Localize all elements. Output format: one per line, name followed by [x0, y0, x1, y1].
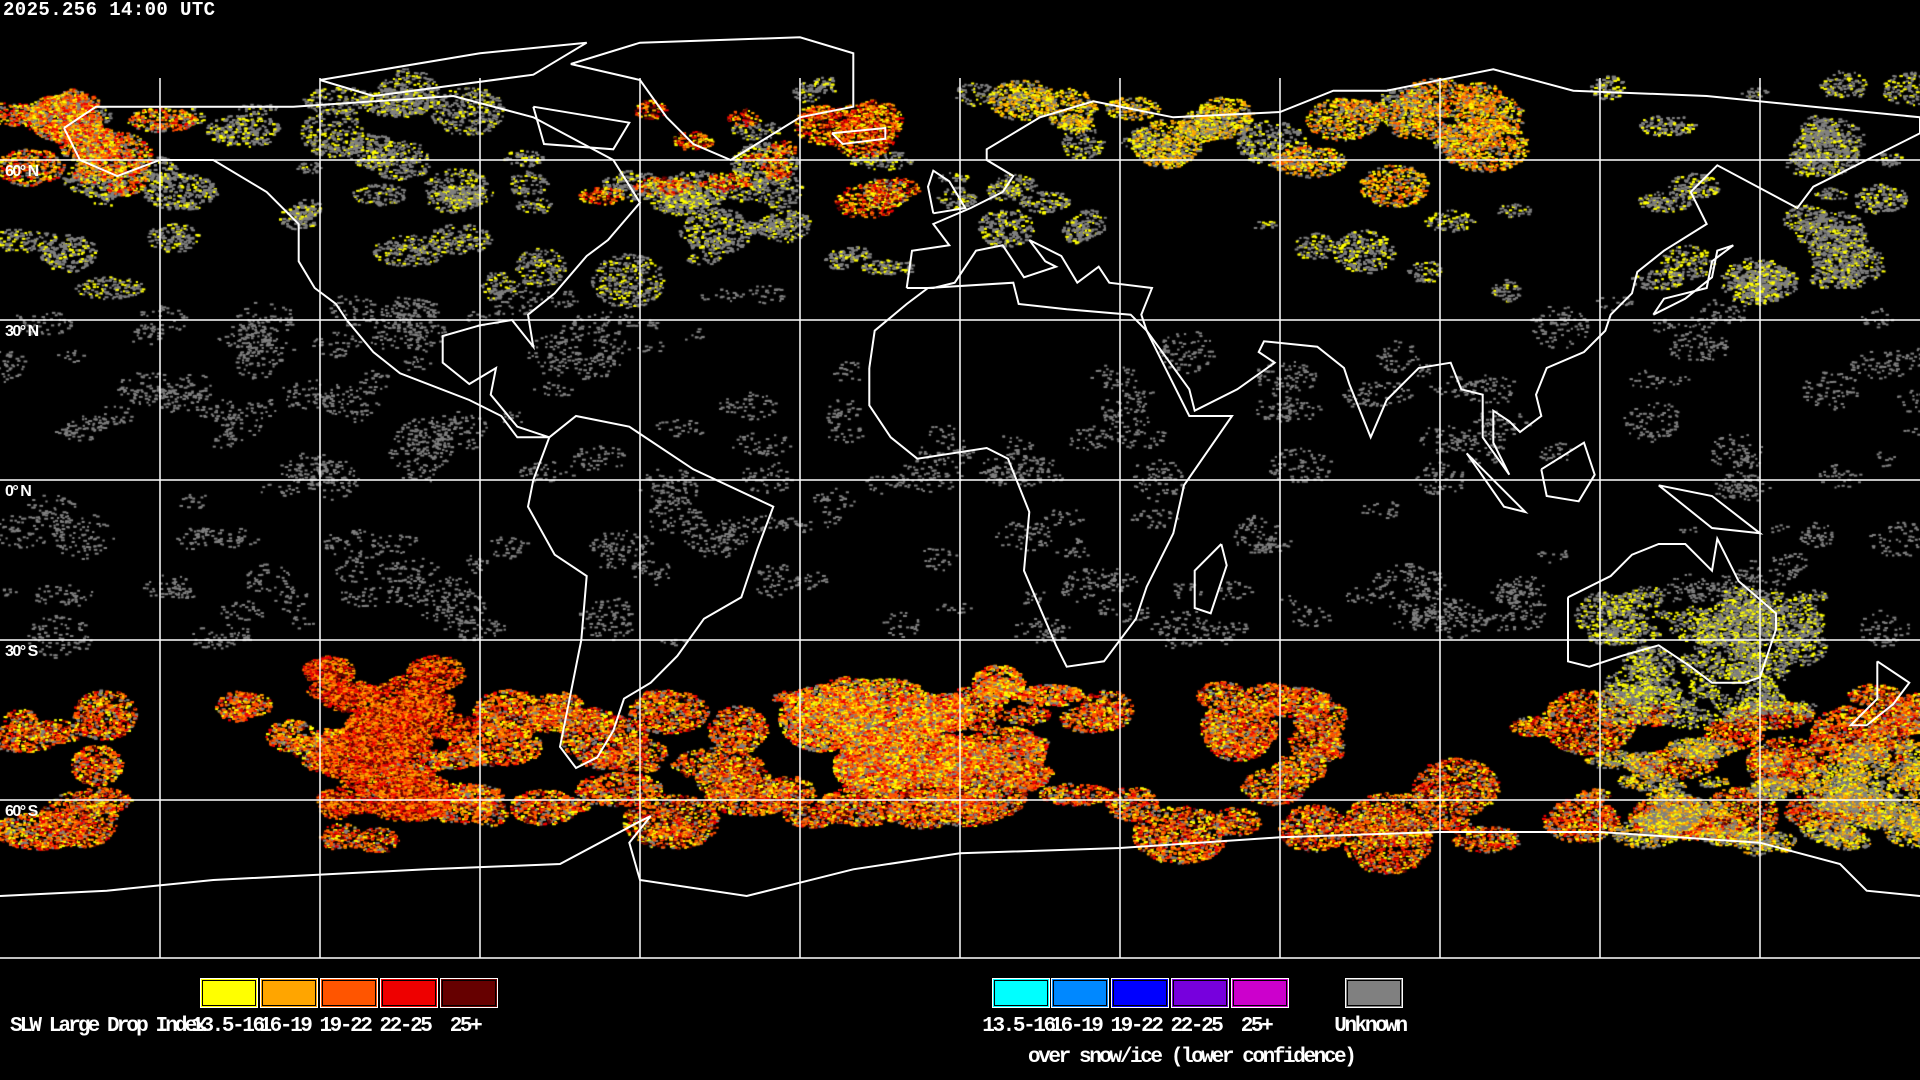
legend-title: SLW Large Drop Index [10, 1015, 207, 1038]
coastline-greenland [570, 36, 855, 162]
label-primary-5: 25+ [449, 1015, 483, 1038]
snow-ice-caption: over snow/ice (lower confidence) [1028, 1046, 1357, 1069]
coastline-arctic-islands [319, 41, 588, 98]
lat-label-30n: 30° N [5, 323, 39, 340]
label-snow-3: 19-22 [1110, 1015, 1163, 1038]
coastline-iceland [831, 126, 887, 146]
coastline-borneo [1540, 441, 1596, 503]
label-snow-5: 25+ [1240, 1015, 1274, 1038]
legend: SLW Large Drop Index 13.5-16 16-19 19-22… [0, 960, 1920, 1080]
coastline-new-zealand [1848, 660, 1911, 727]
lat-label-60s: 60° S [5, 803, 38, 820]
lat-lon-grid [0, 78, 1920, 959]
swatch-unknown [1345, 978, 1403, 1008]
coastline-japan [1652, 244, 1734, 316]
swatch-snow-3 [1111, 978, 1169, 1008]
lat-label-0n: 0° N [5, 483, 32, 500]
label-snow-2: 16-19 [1050, 1015, 1103, 1038]
timestamp: 2025.256 14:00 UTC [3, 0, 216, 21]
coastline-north-america [63, 94, 642, 439]
map: 2025.256 14:00 UTC 60° N 30° N 0° N 30° … [0, 0, 1920, 960]
swatch-primary-3 [320, 978, 378, 1008]
map-overlay [0, 36, 1920, 959]
label-unknown: Unknown [1334, 1015, 1408, 1038]
swatch-primary-4 [380, 978, 438, 1008]
coastline-new-guinea [1658, 484, 1764, 535]
coastline-sumatra [1465, 452, 1529, 514]
lat-label-60n: 60° N [5, 163, 39, 180]
coastline-australia [1567, 535, 1777, 684]
label-primary-3: 19-22 [319, 1015, 372, 1038]
label-primary-1: 13.5-16 [191, 1015, 265, 1038]
label-snow-4: 22-25 [1170, 1015, 1223, 1038]
swatch-primary-5 [440, 978, 498, 1008]
swatch-snow-4 [1171, 978, 1229, 1008]
swatch-snow-1 [992, 978, 1050, 1008]
coastline-south-america [526, 414, 775, 770]
coastline-eurasia [905, 68, 1920, 476]
swatch-snow-5 [1231, 978, 1289, 1008]
swatch-snow-2 [1051, 978, 1109, 1008]
label-primary-2: 16-19 [259, 1015, 312, 1038]
coastline-africa [868, 281, 1234, 668]
swatch-primary-2 [260, 978, 318, 1008]
label-primary-4: 22-25 [379, 1015, 432, 1038]
coastline-baffin [532, 105, 631, 151]
swatch-primary-1 [200, 978, 258, 1008]
lat-label-30s: 30° S [5, 643, 38, 660]
coastline-madagascar [1193, 543, 1228, 615]
label-snow-1: 13.5-16 [982, 1015, 1056, 1038]
